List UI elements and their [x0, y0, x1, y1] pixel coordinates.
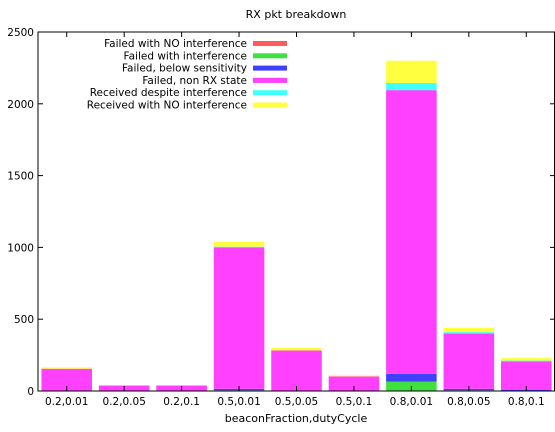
y-tick-label: 500 — [14, 314, 34, 326]
y-tick-label: 2500 — [7, 27, 34, 39]
bar-segment — [329, 375, 380, 376]
bar-segment — [386, 83, 437, 90]
legend-label: Failed with interference — [124, 50, 247, 62]
y-tick-label: 1500 — [7, 171, 34, 183]
bar-segment — [271, 351, 322, 391]
bar-segment — [41, 367, 92, 368]
x-tick-label: 0.2,0.1 — [163, 396, 200, 408]
legend-label: Failed, below sensitivity — [122, 63, 247, 75]
x-tick-label: 0.5,0.1 — [336, 396, 373, 408]
x-tick-label: 0.2,0.01 — [45, 396, 88, 408]
y-tick-label: 0 — [27, 386, 34, 398]
x-tick-label: 0.5,0.01 — [217, 396, 260, 408]
legend-swatch — [253, 53, 287, 58]
bar-segment — [501, 358, 552, 361]
bar-segment — [444, 334, 495, 389]
bar-segment — [501, 361, 552, 390]
legend-label: Received with NO interference — [87, 100, 247, 112]
bar-segment — [214, 247, 265, 388]
bar-segment — [444, 332, 495, 333]
bar-segment — [501, 361, 552, 362]
bar-segment — [386, 61, 437, 83]
bar-segment — [386, 374, 437, 382]
bar-segment — [271, 348, 322, 351]
x-tick-label: 0.5,0.05 — [275, 396, 318, 408]
bar-segment — [214, 242, 265, 247]
x-tick-label: 0.2,0.05 — [102, 396, 145, 408]
legend-swatch — [253, 41, 287, 46]
legend-label: Received despite interference — [90, 87, 247, 99]
x-tick-label: 0.8,0.01 — [390, 396, 433, 408]
y-tick-label: 2000 — [7, 99, 34, 111]
chart-title: RX pkt breakdown — [246, 8, 347, 21]
x-axis-label: beaconFraction,dutyCycle — [225, 412, 368, 425]
x-tick-label: 0.8,0.1 — [508, 396, 545, 408]
legend-swatch — [253, 66, 287, 71]
legend-swatch — [253, 103, 287, 108]
legend-swatch — [253, 78, 287, 83]
legend-label: Failed with NO interference — [104, 38, 247, 50]
bar-segment — [444, 328, 495, 332]
bar-segment — [214, 247, 265, 248]
legend-swatch — [253, 90, 287, 95]
x-tick-label: 0.8,0.05 — [447, 396, 490, 408]
y-tick-label: 1000 — [7, 242, 34, 254]
bar-segment — [386, 90, 437, 374]
legend-label: Failed, non RX state — [142, 75, 247, 87]
